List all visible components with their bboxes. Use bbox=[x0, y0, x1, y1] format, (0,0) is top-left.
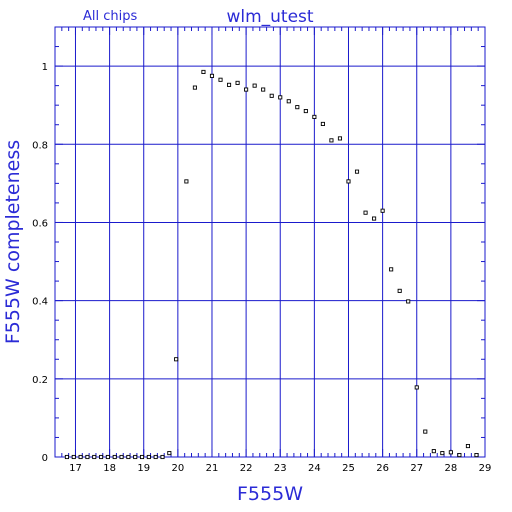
y-tick-label: 0.4 bbox=[32, 297, 48, 308]
data-point bbox=[389, 267, 394, 272]
data-point bbox=[78, 454, 83, 460]
data-point bbox=[295, 105, 300, 110]
data-point bbox=[119, 454, 124, 460]
y-axis-title: F555W completeness bbox=[2, 140, 24, 344]
x-tick-label: 22 bbox=[240, 463, 253, 474]
x-tick-label: 21 bbox=[206, 463, 219, 474]
data-point bbox=[209, 73, 215, 78]
data-point bbox=[431, 449, 436, 454]
data-point bbox=[105, 454, 110, 460]
data-point bbox=[184, 179, 189, 184]
data-point bbox=[92, 454, 97, 460]
data-point bbox=[320, 121, 325, 126]
data-point bbox=[397, 288, 402, 293]
data-point bbox=[201, 69, 206, 74]
x-axis-title: F555W bbox=[237, 483, 303, 505]
y-tick-label: 1 bbox=[42, 62, 48, 73]
x-tick-label: 25 bbox=[342, 463, 355, 474]
data-point bbox=[406, 299, 411, 304]
data-point bbox=[414, 385, 419, 390]
y-tick-labels: 0 0.2 0.4 0.6 0.8 1 bbox=[32, 62, 48, 464]
x-tick-label: 27 bbox=[410, 463, 423, 474]
data-points bbox=[64, 69, 479, 460]
data-point bbox=[174, 357, 179, 362]
data-point bbox=[372, 216, 377, 221]
data-point bbox=[457, 453, 462, 458]
data-point bbox=[448, 450, 453, 455]
x-tick-label: 18 bbox=[103, 463, 116, 474]
data-point bbox=[244, 87, 249, 92]
data-point bbox=[286, 99, 291, 104]
grid-lines bbox=[55, 27, 485, 457]
data-point bbox=[423, 429, 428, 434]
x-tick-label: 24 bbox=[308, 463, 321, 474]
data-point bbox=[218, 77, 223, 82]
data-point bbox=[363, 210, 368, 215]
data-point bbox=[312, 114, 317, 119]
x-tick-label: 17 bbox=[69, 463, 82, 474]
data-point bbox=[303, 108, 308, 114]
minor-ticks bbox=[55, 27, 485, 457]
data-point bbox=[440, 451, 445, 456]
x-tick-label: 20 bbox=[171, 463, 184, 474]
y-tick-label: 0 bbox=[42, 453, 48, 464]
subtitle: All chips bbox=[83, 9, 137, 24]
data-point bbox=[269, 93, 274, 98]
data-point bbox=[192, 85, 197, 90]
x-tick-label: 23 bbox=[274, 463, 287, 474]
y-tick-label: 0.2 bbox=[32, 375, 48, 386]
data-point bbox=[252, 83, 257, 88]
x-tick-label: 19 bbox=[137, 463, 150, 474]
y-tick-label: 0.6 bbox=[32, 218, 48, 229]
x-tick-label: 29 bbox=[479, 463, 492, 474]
data-point bbox=[329, 138, 334, 143]
data-point bbox=[139, 454, 145, 460]
data-point bbox=[112, 454, 117, 460]
data-point bbox=[64, 454, 69, 460]
data-point bbox=[71, 454, 76, 460]
data-point bbox=[354, 169, 360, 174]
x-tick-label: 28 bbox=[445, 463, 458, 474]
data-point bbox=[474, 453, 479, 458]
data-point bbox=[126, 454, 131, 460]
data-point bbox=[99, 454, 104, 460]
data-point bbox=[261, 87, 266, 92]
data-point bbox=[153, 454, 158, 460]
data-point bbox=[337, 136, 343, 141]
data-point bbox=[235, 80, 240, 85]
data-point bbox=[346, 179, 351, 184]
data-point bbox=[226, 82, 232, 87]
data-point bbox=[278, 95, 283, 100]
x-tick-labels: 17 18 19 20 21 22 23 24 25 26 27 28 29 bbox=[69, 463, 491, 474]
data-point bbox=[133, 454, 138, 460]
data-point bbox=[85, 454, 90, 460]
data-point bbox=[146, 454, 151, 460]
data-point bbox=[167, 451, 172, 456]
y-tick-label: 0.8 bbox=[32, 140, 48, 151]
data-point bbox=[160, 454, 165, 460]
plot-frame bbox=[54, 26, 486, 458]
data-point bbox=[380, 208, 385, 213]
data-point bbox=[465, 444, 470, 449]
x-tick-label: 26 bbox=[376, 463, 389, 474]
chart-title: wlm_utest bbox=[226, 7, 313, 27]
